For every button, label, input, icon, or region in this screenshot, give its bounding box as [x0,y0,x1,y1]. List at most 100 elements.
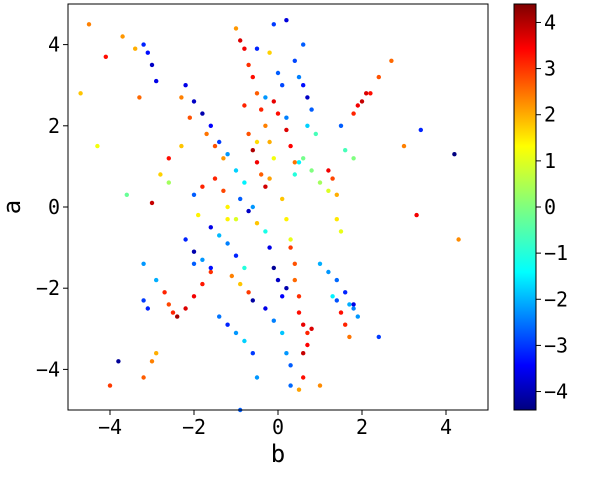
scatter-point [271,318,276,323]
x-tick-label: −4 [98,415,122,439]
scatter-point [238,38,243,43]
colorbar-ticks: −4 −3 −2 −1 0 1 2 3 4 [536,10,568,404]
scatter-point [301,322,306,327]
scatter-point [347,302,352,307]
scatter-point [238,196,243,202]
scatter-point [191,99,197,104]
scatter-point [175,314,180,319]
scatter-point [330,294,335,299]
scatter-point [338,123,344,128]
scatter-point [301,156,306,161]
scatter-point [242,46,247,51]
scatter-point [267,50,272,55]
scatter-point [217,233,222,238]
scatter-point [137,95,142,100]
scatter-point [250,351,255,356]
scatter-point [183,83,188,88]
scatter-point [355,103,360,108]
scatter-point [208,123,213,128]
scatter-point [208,269,213,275]
scatter-point [254,221,260,226]
scatter-point [221,188,226,193]
scatter-point [191,192,197,197]
scatter-point [204,131,209,137]
scatter-point [305,95,310,100]
scatter-point [225,322,230,327]
scatter-point [145,50,150,55]
scatter-point [305,330,310,336]
scatter-point [326,269,331,275]
scatter-point [166,302,171,307]
scatter-point [191,294,197,299]
scatter-point [242,180,247,185]
scatter-point [208,225,213,230]
scatter-point [296,74,302,80]
scatter-point [233,253,239,258]
y-tick-label: 4 [48,33,60,57]
scatter-point [221,156,226,161]
scatter-point [280,196,285,202]
scatter-point [292,160,297,165]
colorbar-tick-label: −1 [544,241,568,265]
scatter-point [301,375,306,380]
scatter-point [317,180,323,185]
scatter-point [351,111,356,116]
colorbar [513,3,537,411]
scatter-point [296,387,302,392]
scatter-point [107,383,113,388]
scatter-point [351,302,356,307]
scatter-point [250,148,255,153]
scatter-point [355,314,360,319]
scatter-point [414,212,419,218]
scatter-point [284,286,289,291]
scatter-point [275,70,281,76]
scatter-point [280,330,285,336]
scatter-point [271,156,276,161]
scatter-point [301,83,306,88]
scatter-point [288,363,293,368]
scatter-point [225,217,230,222]
scatter-point [296,160,302,165]
scatter-point [254,139,260,145]
scatter-point [254,46,260,51]
scatter-point [238,281,243,287]
scatter-point [263,229,268,234]
scatter-point [452,152,457,157]
scatter-point [145,306,150,311]
scatter-point [200,257,205,262]
scatter-point [301,351,306,356]
scatter-point [141,42,146,47]
scatter-point [343,148,348,153]
scatter-point [233,168,239,173]
scatter-point [347,334,352,340]
scatter-point [334,217,339,222]
scatter-point [149,200,155,206]
scatter-point [217,314,222,319]
scatter-point [334,277,339,283]
scatter-point [389,58,394,63]
scatter-point [284,127,289,133]
scatter-point [292,172,297,177]
scatter-point [162,290,167,295]
scatter-point [376,74,381,80]
colorbar-tick-label: 1 [544,149,556,173]
scatter-point [149,62,155,68]
scatter-point [191,261,197,266]
scatter-point [456,237,461,242]
scatter-point [242,103,247,108]
x-tick-label: 0 [272,415,284,439]
scatter-point [103,54,109,59]
colorbar-tick-label: −3 [544,333,568,357]
scatter-point [86,22,92,27]
scatter-point [250,74,255,80]
scatter-point [246,290,251,295]
scatter-point [154,277,159,283]
x-tick-label: 2 [356,415,368,439]
scatter-point [170,310,176,315]
scatter-point [288,143,293,149]
y-axis-label: a [0,200,26,214]
scatter-point [343,322,348,327]
scatter-point [229,273,234,279]
scatter-point [418,127,423,133]
